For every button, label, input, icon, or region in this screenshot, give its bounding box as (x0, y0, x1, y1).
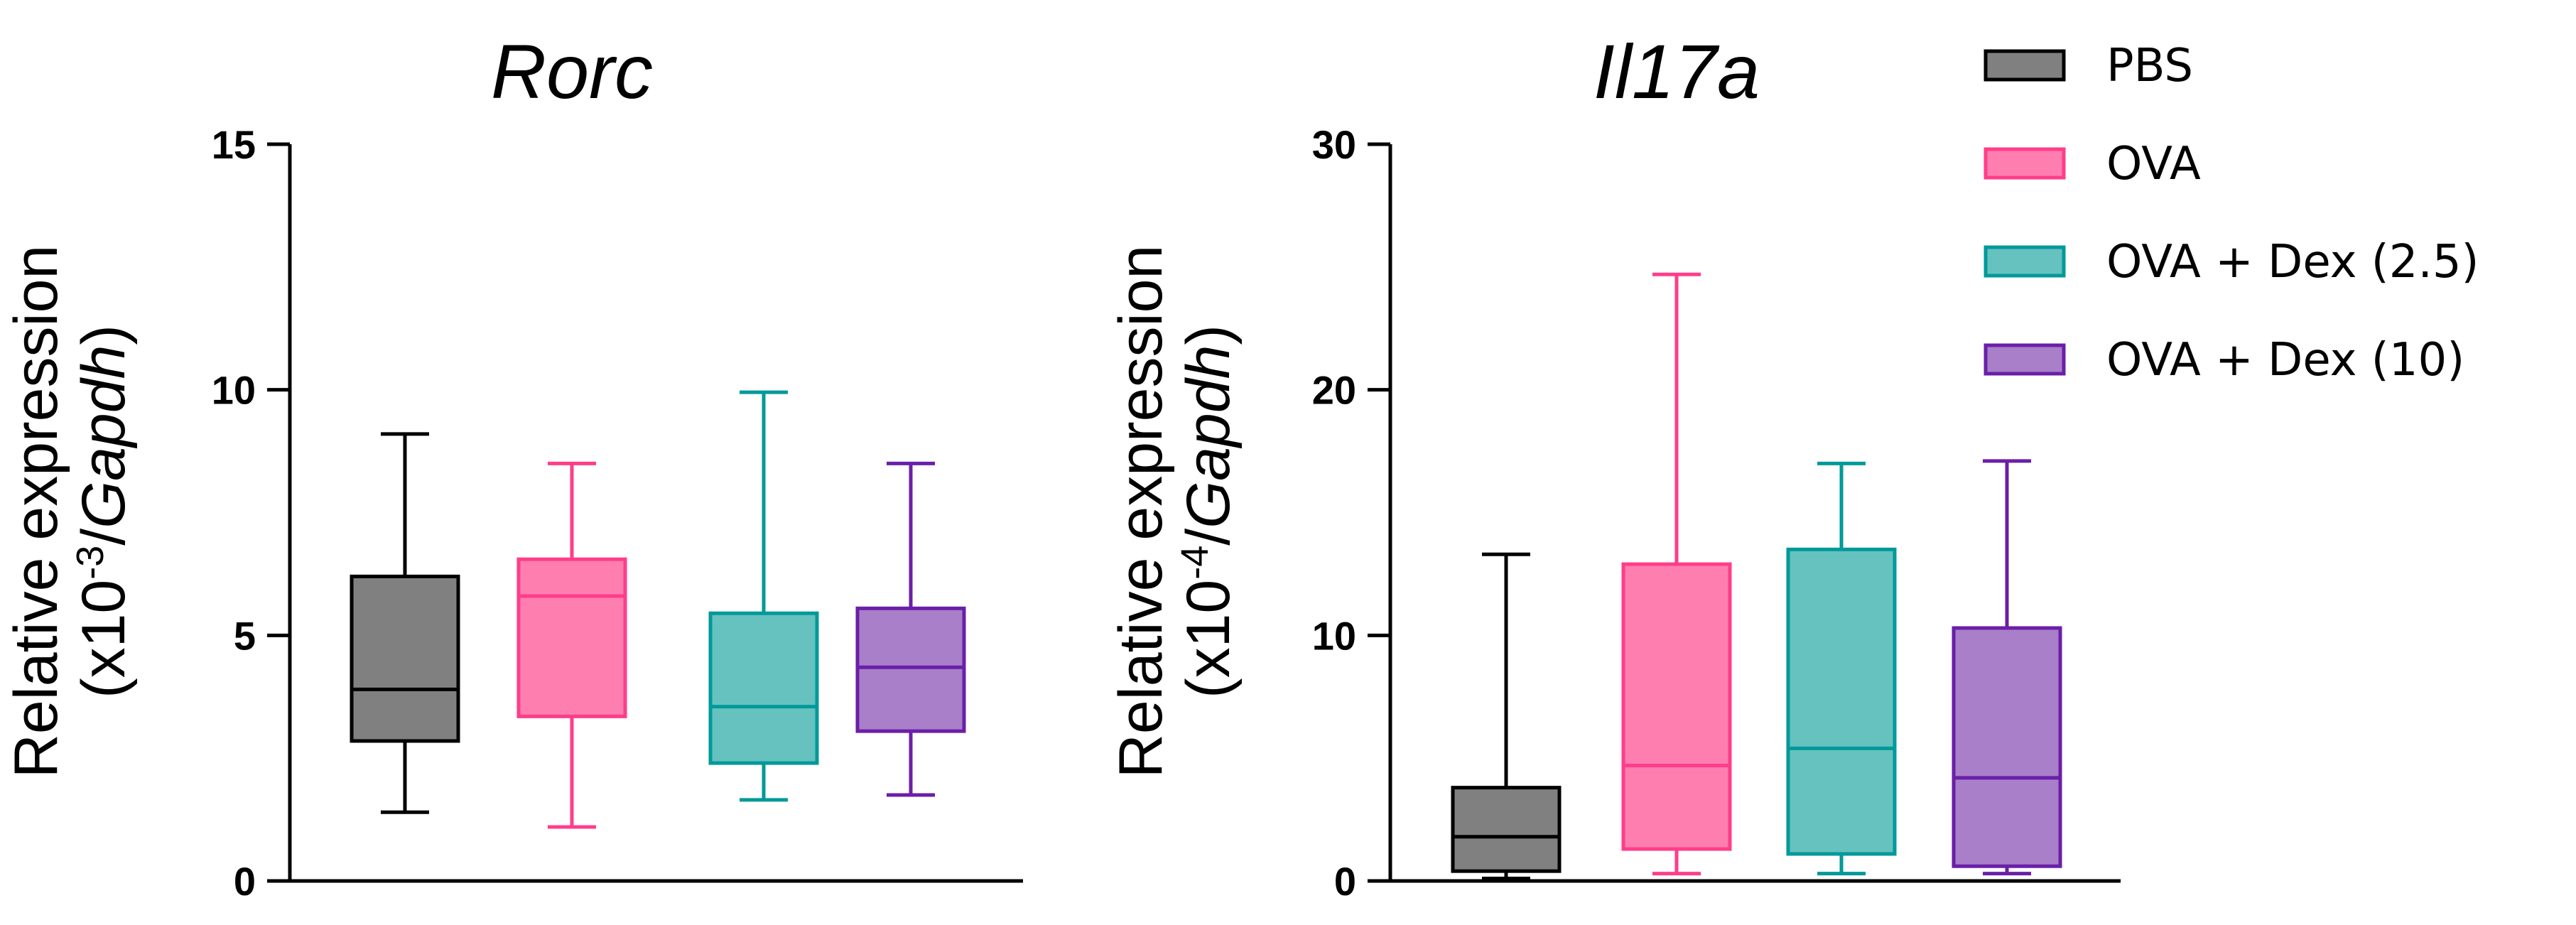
il17a-box-ova-dex-10-iqr (1952, 626, 2062, 868)
il17a-box-ova-dex-2-5-iqr (1786, 547, 1897, 856)
rorc-title: Rorc (491, 28, 653, 114)
il17a-ytick-label: 30 (1312, 122, 1356, 167)
legend-item-pbs: PBS (1984, 40, 2193, 92)
legend: PBS OVA OVA + Dex (2.5) OVA + Dex (10) (1984, 40, 2479, 386)
il17a-box-ova-iqr (1621, 562, 1732, 851)
rorc-ytick-label: 15 (212, 122, 256, 167)
il17a-box-ova (1621, 272, 1732, 876)
rorc-box-pbs-iqr (350, 574, 460, 743)
il17a-ytick-label: 20 (1312, 368, 1356, 413)
il17a-ylabel-line2: (x10-4/Gapdh) (1174, 325, 1243, 698)
rorc-box-ova-dex-10 (855, 461, 966, 797)
il17a-title: Il17a (1593, 28, 1760, 114)
legend-item-ova-label: OVA (2106, 138, 2201, 190)
rorc-panel: Rorc Relative expression (x10-3/Gapdh) 0… (2, 28, 1023, 904)
il17a-y-axis-label: Relative expression (x10-4/Gapdh) (1107, 245, 1243, 778)
rorc-box-pbs (350, 432, 460, 814)
il17a-ytick-label: 10 (1312, 613, 1356, 658)
legend-item-pbs-swatch (1984, 49, 2066, 82)
rorc-ticks: 0 5 10 15 (212, 122, 290, 904)
legend-item-ova-swatch (1984, 147, 2066, 180)
rorc-ylabel-line1: Relative expression (2, 245, 70, 778)
legend-item-pbs-label: PBS (2106, 40, 2193, 92)
il17a-panel: Il17a Relative expression (x10-4/Gapdh) … (1107, 28, 2121, 904)
legend-item-ova-dex-2-5: OVA + Dex (2.5) (1984, 236, 2479, 288)
il17a-ylabel-line1: Relative expression (1107, 245, 1175, 778)
rorc-ytick-label: 10 (212, 368, 256, 413)
rorc-y-axis-label: Relative expression (x10-3/Gapdh) (2, 245, 138, 778)
il17a-boxes (1451, 272, 2062, 881)
rorc-box-ova-iqr (516, 557, 627, 718)
il17a-box-ova-dex-10 (1952, 459, 2062, 876)
legend-item-ova-dex-10-label: OVA + Dex (10) (2106, 334, 2464, 386)
rorc-ytick-label: 5 (234, 613, 256, 658)
rorc-box-ova (516, 461, 627, 829)
rorc-box-ova-dex-10-iqr (855, 606, 966, 733)
rorc-ylabel-line2: (x10-3/Gapdh) (69, 325, 138, 698)
il17a-box-pbs (1451, 552, 1562, 881)
rorc-boxes (350, 390, 966, 829)
legend-item-ova-dex-2-5-swatch (1984, 245, 2066, 278)
il17a-ytick-label: 0 (1334, 859, 1356, 904)
legend-item-ova-dex-10-swatch (1984, 343, 2066, 376)
legend-item-ova: OVA (1984, 138, 2201, 190)
il17a-box-pbs-iqr (1451, 786, 1562, 873)
legend-item-ova-dex-2-5-label: OVA + Dex (2.5) (2106, 236, 2479, 288)
il17a-ticks: 0 10 20 30 (1312, 122, 1390, 904)
rorc-box-ova-dex-2-5-iqr (708, 611, 819, 765)
rorc-ytick-label: 0 (234, 859, 256, 904)
rorc-box-ova-dex-2-5 (708, 390, 819, 802)
il17a-box-ova-dex-2-5 (1786, 461, 1897, 876)
legend-item-ova-dex-10: OVA + Dex (10) (1984, 334, 2464, 386)
